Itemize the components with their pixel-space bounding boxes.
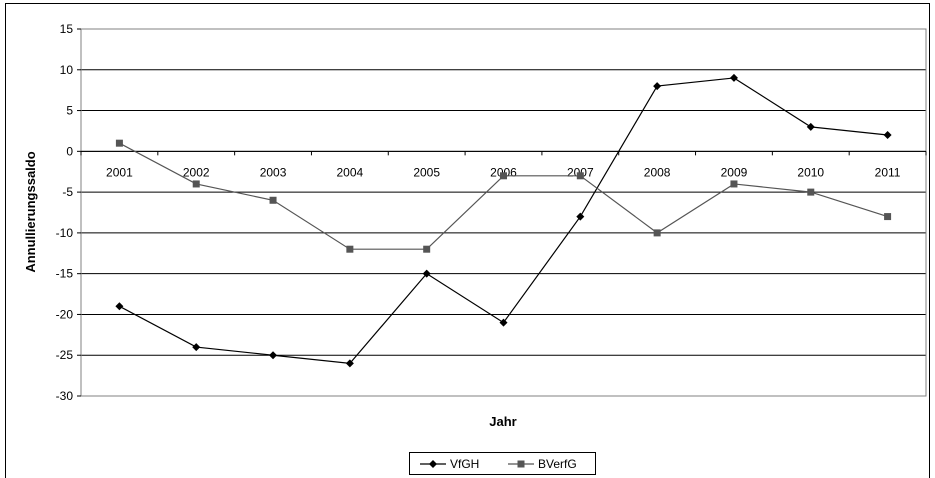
data-point-vfgh — [576, 212, 585, 221]
y-tick-label: -30 — [56, 389, 74, 403]
x-axis-ticks: 2001200220032004200520062007200820092010… — [80, 151, 927, 179]
y-axis-label: Annullierungssaldo — [23, 151, 38, 272]
legend-item-vfgh: VfGH — [420, 457, 479, 471]
data-point-bverfg — [192, 180, 200, 188]
x-tick-label: 2010 — [797, 165, 824, 179]
x-tick-label: 2011 — [875, 165, 901, 179]
y-tick-label: -15 — [56, 267, 74, 281]
series-layer — [115, 73, 892, 368]
data-point-bverfg — [884, 213, 892, 221]
x-axis-label: Jahr — [489, 414, 516, 429]
data-point-bverfg — [500, 172, 507, 180]
data-point-vfgh — [269, 351, 278, 360]
data-point-bverfg — [576, 172, 584, 180]
y-tick-label: -25 — [56, 348, 74, 362]
data-point-vfgh — [806, 122, 815, 131]
x-tick-label: 2008 — [644, 165, 671, 179]
data-point-bverfg — [423, 245, 431, 253]
y-tick-label: 15 — [60, 22, 74, 36]
legend-label-vfgh: VfGH — [450, 457, 479, 471]
data-point-vfgh — [729, 73, 738, 82]
y-tick-label: 0 — [66, 144, 73, 158]
legend-item-bverfg: BVerfG — [508, 457, 577, 471]
x-tick-label: 2005 — [413, 165, 440, 179]
data-point-vfgh — [883, 131, 892, 140]
data-point-bverfg — [653, 229, 661, 237]
data-point-bverfg — [346, 245, 354, 253]
data-point-vfgh — [422, 269, 431, 278]
y-tick-label: -20 — [56, 307, 74, 321]
data-point-vfgh — [345, 359, 354, 368]
chart-border — [5, 3, 930, 478]
data-point-bverfg — [807, 188, 815, 196]
data-point-vfgh — [192, 343, 201, 352]
y-tick-label: 10 — [60, 63, 74, 77]
x-tick-label: 2001 — [106, 165, 133, 179]
x-tick-label: 2009 — [721, 165, 748, 179]
y-tick-label: -5 — [62, 185, 73, 199]
data-point-bverfg — [269, 196, 277, 204]
data-point-bverfg — [115, 139, 123, 147]
data-point-vfgh — [115, 302, 124, 311]
x-tick-label: 2002 — [183, 165, 210, 179]
x-tick-label: 2003 — [260, 165, 287, 179]
series-vfgh — [115, 73, 892, 368]
legend: VfGH BVerfG — [409, 452, 596, 475]
legend-label-bverfg: BVerfG — [538, 457, 577, 471]
y-axis-ticks: 15 10 5 0 -5 -10 -15 -20 -25 -30 — [56, 22, 81, 403]
plot-area — [80, 28, 927, 397]
x-tick-label: 2004 — [337, 165, 364, 179]
data-point-vfgh — [653, 82, 662, 91]
data-point-bverfg — [730, 180, 738, 188]
legend-marker-bverfg — [517, 460, 525, 468]
y-tick-label: -10 — [56, 226, 74, 240]
legend-marker-vfgh — [429, 460, 437, 468]
legend-box — [409, 452, 596, 475]
y-tick-label: 5 — [66, 104, 73, 118]
series-bverfg — [115, 139, 892, 253]
data-point-vfgh — [499, 318, 508, 327]
